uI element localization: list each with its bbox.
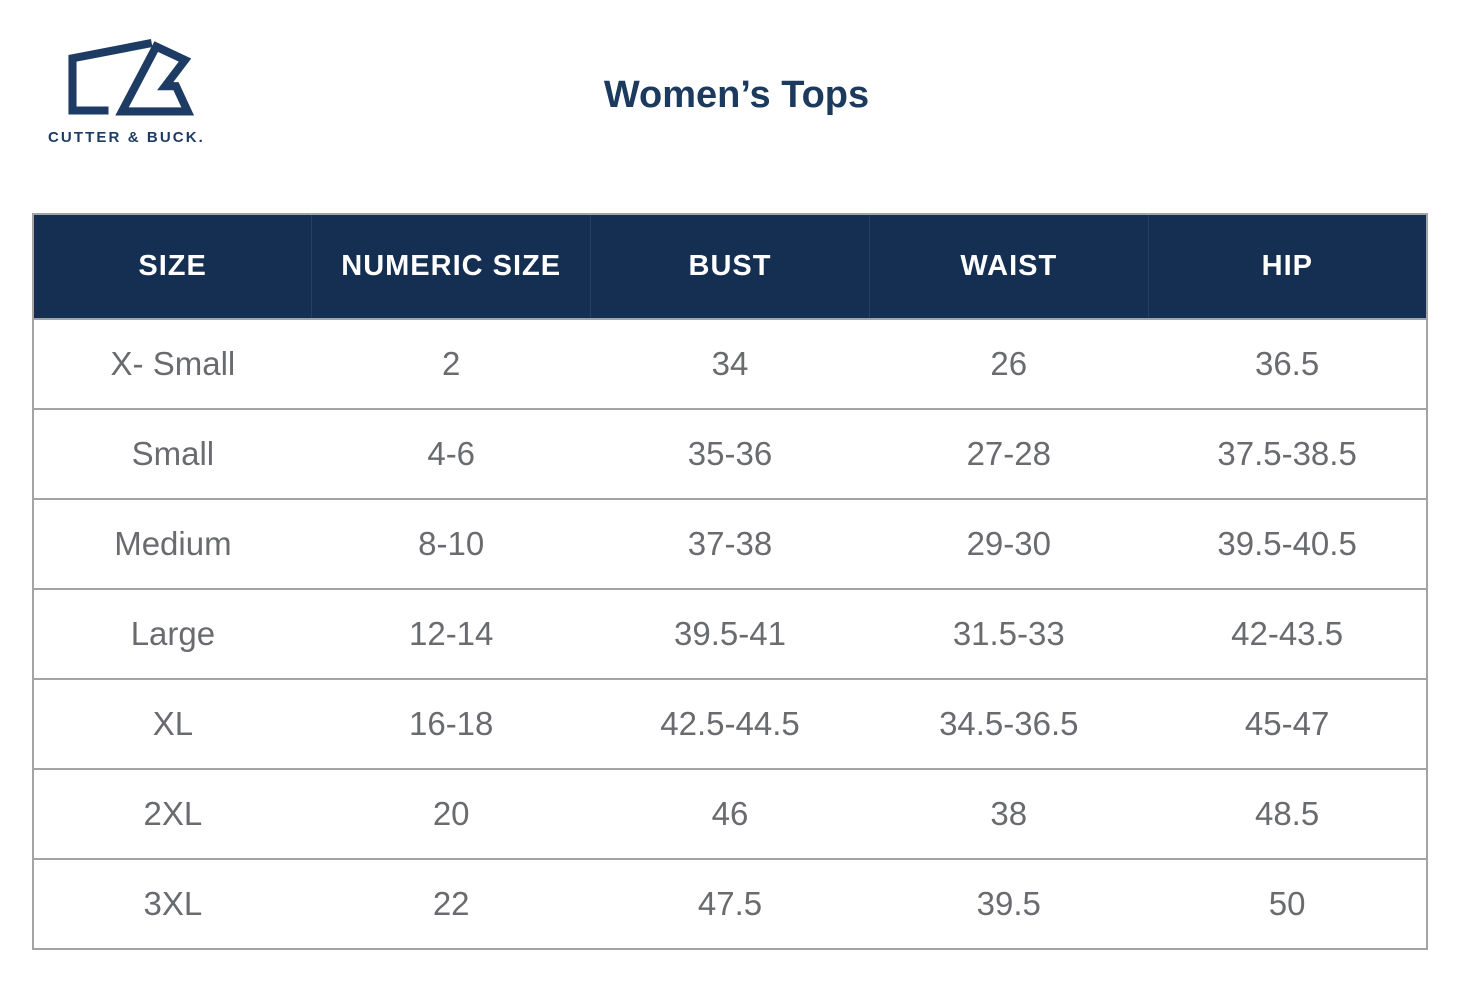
cell-hip: 45-47 [1148, 678, 1427, 769]
cell-bust: 34 [590, 318, 870, 409]
row-label: Small [33, 408, 312, 499]
row-label: Large [33, 588, 312, 679]
cell-bust: 37-38 [590, 498, 870, 589]
brand-name: CUTTER & BUCK. [48, 129, 205, 146]
col-header-numeric-size: NUMERIC SIZE [311, 214, 591, 319]
cell-hip: 42-43.5 [1148, 588, 1427, 679]
table-row-medium: Medium 8-10 37-38 29-30 39.5-40.5 [33, 498, 1427, 589]
row-label: Medium [33, 498, 312, 589]
table-row-small: Small 4-6 35-36 27-28 37.5-38.5 [33, 408, 1427, 499]
cell-waist: 34.5-36.5 [869, 678, 1149, 769]
table-row-2xl: 2XL 20 46 38 48.5 [33, 768, 1427, 859]
cell-hip: 50 [1148, 858, 1427, 949]
page-title: Women’s Tops [603, 74, 870, 116]
cell-bust: 35-36 [590, 408, 870, 499]
table-row-xl: XL 16-18 42.5-44.5 34.5-36.5 45-47 [33, 678, 1427, 769]
cell-hip: 39.5-40.5 [1148, 498, 1427, 589]
cell-bust: 39.5-41 [590, 588, 870, 679]
cell-waist: 38 [869, 768, 1149, 859]
cell-numeric-size: 2 [311, 318, 591, 409]
cell-bust: 42.5-44.5 [590, 678, 870, 769]
cell-numeric-size: 22 [311, 858, 591, 949]
brand-logo: CUTTER & BUCK. [48, 34, 208, 146]
col-header-bust: BUST [590, 214, 870, 319]
cell-numeric-size: 8-10 [311, 498, 591, 589]
cell-bust: 46 [590, 768, 870, 859]
header-row: SIZE NUMERIC SIZE BUST WAIST HIP [33, 214, 1427, 319]
size-table-head: SIZE NUMERIC SIZE BUST WAIST HIP [33, 214, 1427, 319]
cb-monogram-icon [68, 39, 195, 116]
col-header-size: SIZE [33, 214, 312, 319]
table-row-large: Large 12-14 39.5-41 31.5-33 42-43.5 [33, 588, 1427, 679]
cell-numeric-size: 20 [311, 768, 591, 859]
table-row-3xl: 3XL 22 47.5 39.5 50 [33, 858, 1427, 949]
row-label: 2XL [33, 768, 312, 859]
cell-waist: 26 [869, 318, 1149, 409]
cell-bust: 47.5 [590, 858, 870, 949]
cell-waist: 31.5-33 [869, 588, 1149, 679]
row-label: XL [33, 678, 312, 769]
cell-waist: 27-28 [869, 408, 1149, 499]
size-table: SIZE NUMERIC SIZE BUST WAIST HIP X- Smal… [32, 213, 1428, 950]
cell-hip: 36.5 [1148, 318, 1427, 409]
cell-waist: 39.5 [869, 858, 1149, 949]
cell-hip: 37.5-38.5 [1148, 408, 1427, 499]
cell-numeric-size: 12-14 [311, 588, 591, 679]
col-header-hip: HIP [1147, 214, 1427, 319]
size-table-body: X- Small 2 34 26 36.5 Small 4-6 35-36 27… [33, 318, 1427, 949]
cell-numeric-size: 16-18 [311, 678, 591, 769]
cell-numeric-size: 4-6 [311, 408, 591, 499]
cell-waist: 29-30 [869, 498, 1149, 589]
row-label: X- Small [33, 318, 312, 409]
row-label: 3XL [33, 858, 312, 949]
cell-hip: 48.5 [1148, 768, 1427, 859]
col-header-waist: WAIST [868, 214, 1149, 319]
table-row-xsmall: X- Small 2 34 26 36.5 [33, 318, 1427, 409]
